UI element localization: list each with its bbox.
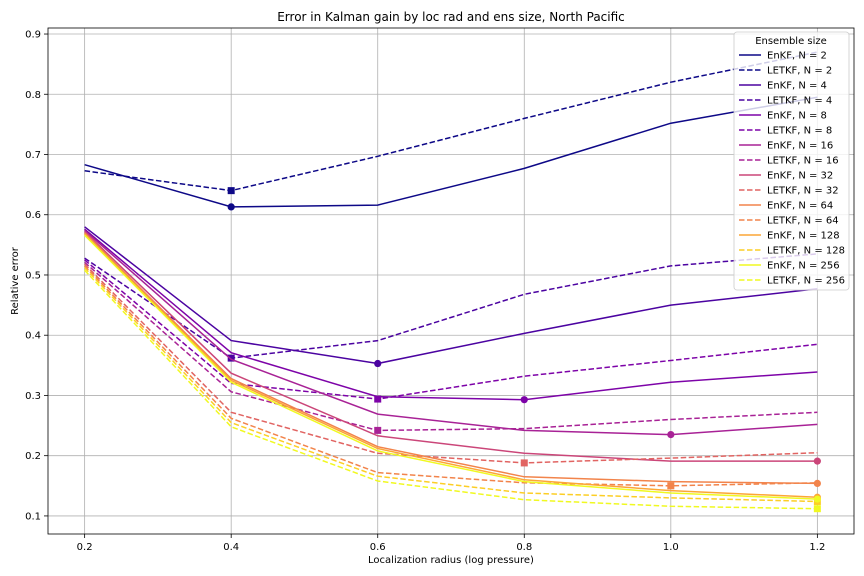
- series-marker-square-2: [227, 187, 235, 195]
- series-marker-circle-1: [227, 203, 235, 211]
- legend-label: LETKF, N = 256: [767, 276, 845, 287]
- y-tick-label: 0.2: [25, 451, 41, 462]
- series-marker-circle-9: [813, 457, 821, 465]
- y-tick-label: 0.7: [25, 150, 41, 161]
- legend-box: [733, 31, 850, 291]
- series-line-2: [84, 51, 818, 192]
- legend-label: LETKF, N = 16: [767, 156, 839, 167]
- y-tick-label: 0.4: [25, 331, 41, 342]
- series-marker-circle-5: [520, 396, 528, 404]
- legend-label: EnKF, N = 8: [767, 111, 827, 122]
- series-marker-circle-15: [813, 495, 821, 503]
- plot-frame: [47, 27, 855, 535]
- series-line-14: [84, 267, 818, 503]
- chart-title: Error in Kalman gain by loc rad and ens …: [277, 10, 625, 24]
- legend-label: EnKF, N = 4: [767, 81, 827, 92]
- series-marker-square-12: [667, 482, 675, 490]
- y-tick-label: 0.6: [25, 210, 41, 221]
- plot-area: [48, 28, 854, 534]
- series-marker-circle-3: [374, 359, 382, 368]
- x-tick-label: 0.6: [370, 542, 386, 553]
- legend-label: EnKF, N = 256: [767, 261, 840, 272]
- series-line-3: [84, 226, 818, 365]
- x-tick-label: 0.4: [223, 542, 239, 553]
- series-marker-square-6: [374, 395, 382, 403]
- series-line-12: [84, 265, 818, 487]
- series-line-1: [84, 96, 818, 208]
- series-marker-square-16: [813, 505, 821, 513]
- series-line-4: [84, 253, 818, 359]
- series-line-6: [84, 259, 818, 400]
- series-marker-circle-11: [813, 479, 821, 487]
- series-line-10: [84, 263, 818, 464]
- y-tick-label: 0.1: [25, 511, 41, 522]
- legend-label: LETKF, N = 32: [767, 186, 839, 197]
- y-tick-label: 0.9: [25, 30, 41, 41]
- series-marker-circle-7: [667, 431, 675, 439]
- legend-label: EnKF, N = 64: [767, 201, 833, 212]
- series-line-9: [84, 231, 818, 462]
- legend-label: LETKF, N = 8: [767, 126, 832, 137]
- legend-label: EnKF, N = 32: [767, 171, 833, 182]
- legend-label: LETKF, N = 4: [767, 96, 832, 107]
- legend-label: EnKF, N = 128: [767, 231, 840, 242]
- y-tick-label: 0.8: [25, 90, 41, 101]
- series-marker-square-4: [227, 354, 235, 362]
- series-layer: [84, 51, 821, 513]
- legend-label: EnKF, N = 2: [767, 51, 827, 62]
- series-line-8: [84, 261, 818, 432]
- axis-ticks: 0.2 0.4 0.6 0.8 1.0 1.2 0.1 0.2 0.3 0.4 0.5 0.6 0.7 0…: [25, 30, 825, 553]
- legend-title: Ensemble size: [755, 36, 827, 47]
- series-line-16: [84, 269, 818, 510]
- y-axis-label: Relative error: [10, 246, 21, 315]
- y-tick-label: 0.5: [25, 270, 41, 281]
- series-line-5: [84, 228, 818, 401]
- legend-label: LETKF, N = 64: [767, 216, 839, 227]
- x-tick-label: 0.2: [77, 542, 93, 553]
- series-marker-square-10: [520, 459, 528, 467]
- series-line-15: [84, 234, 818, 500]
- legend-label: EnKF, N = 16: [767, 141, 833, 152]
- legend-label: LETKF, N = 128: [767, 246, 845, 257]
- x-tick-label: 1.0: [663, 542, 679, 553]
- series-line-11: [84, 232, 818, 485]
- x-tick-label: 0.8: [516, 542, 532, 553]
- series-line-13: [84, 233, 818, 499]
- legend-label: LETKF, N = 2: [767, 66, 832, 77]
- legend-items: EnKF, N = 2 LETKF, N = 2 EnKF, N = 4 LETKF,…: [739, 51, 845, 287]
- series-marker-square-8: [374, 426, 382, 434]
- series-line-7: [84, 229, 818, 436]
- x-axis-label: Localization radius (log pressure): [368, 555, 534, 566]
- x-tick-label: 1.2: [809, 542, 825, 553]
- y-tick-label: 0.3: [25, 391, 41, 402]
